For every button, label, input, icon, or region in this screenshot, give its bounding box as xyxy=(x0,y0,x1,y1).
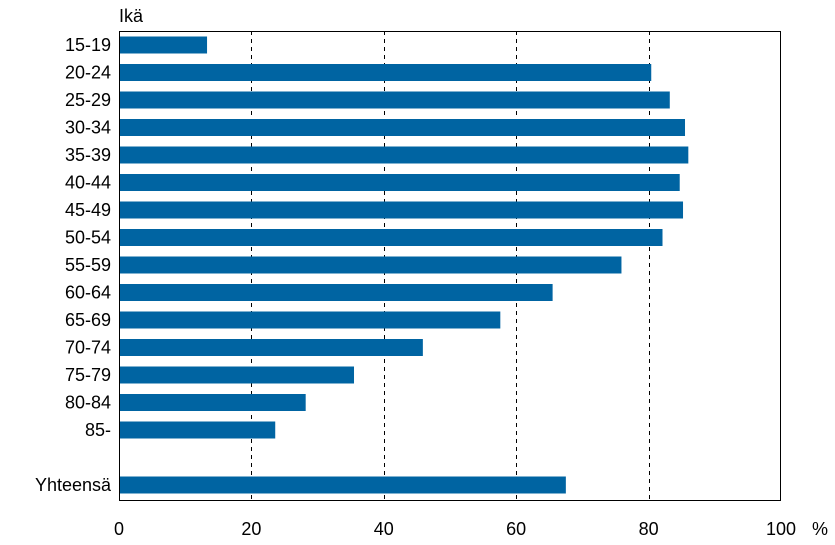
bar xyxy=(119,174,680,191)
bar xyxy=(119,366,355,384)
bar xyxy=(119,421,276,439)
plot-frame xyxy=(119,31,781,501)
category-tick-label: 70-74 xyxy=(65,338,111,358)
bars xyxy=(119,36,689,494)
category-tick-label: 40-44 xyxy=(65,173,111,193)
bar xyxy=(119,339,423,356)
bar xyxy=(119,91,670,109)
category-tick-label: Yhteensä xyxy=(35,475,112,495)
bar xyxy=(119,476,566,494)
category-tick-label: 85- xyxy=(85,420,111,440)
bar xyxy=(119,394,306,411)
category-tick-label: 30-34 xyxy=(65,118,111,138)
y-axis-title: Ikä xyxy=(119,6,144,26)
x-tick-label: 0 xyxy=(114,519,124,539)
x-axis-unit: % xyxy=(812,519,828,539)
category-tick-label: 50-54 xyxy=(65,228,111,248)
category-tick-label: 20-24 xyxy=(65,63,111,83)
bar xyxy=(119,36,208,54)
category-tick-label: 65-69 xyxy=(65,310,111,330)
category-tick-label: 25-29 xyxy=(65,90,111,110)
bar xyxy=(119,284,553,301)
category-tick-label: 55-59 xyxy=(65,255,111,275)
bar xyxy=(119,256,622,274)
category-tick-label: 35-39 xyxy=(65,145,111,165)
bar xyxy=(119,119,686,136)
x-tick-label: 80 xyxy=(639,519,659,539)
x-tick-label: 60 xyxy=(506,519,526,539)
x-tick-label: 100 xyxy=(766,519,796,539)
bar xyxy=(119,311,501,329)
category-tick-label: 45-49 xyxy=(65,200,111,220)
labels: Ikä % 15-19 20-24 25-29 30-34 35-39 40-44 45-4… xyxy=(35,6,828,539)
x-tick-label: 20 xyxy=(241,519,261,539)
x-tick-label: 40 xyxy=(374,519,394,539)
category-tick-label: 60-64 xyxy=(65,283,111,303)
bar xyxy=(119,229,663,246)
category-tick-label: 80-84 xyxy=(65,393,111,413)
category-tick-label: 75-79 xyxy=(65,365,111,385)
bar xyxy=(119,201,684,219)
bar xyxy=(119,64,652,81)
category-tick-label: 15-19 xyxy=(65,35,111,55)
bar xyxy=(119,146,689,164)
axes xyxy=(119,31,781,501)
